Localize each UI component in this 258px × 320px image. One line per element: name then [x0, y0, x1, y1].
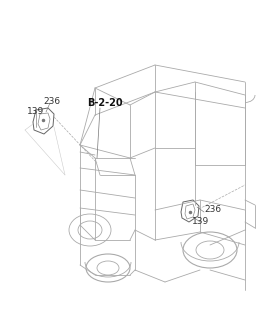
Text: 236: 236 — [43, 97, 60, 106]
Text: 139: 139 — [192, 218, 209, 227]
Text: B-2-20: B-2-20 — [87, 98, 123, 108]
Text: 139: 139 — [27, 107, 44, 116]
Text: 236: 236 — [204, 205, 221, 214]
